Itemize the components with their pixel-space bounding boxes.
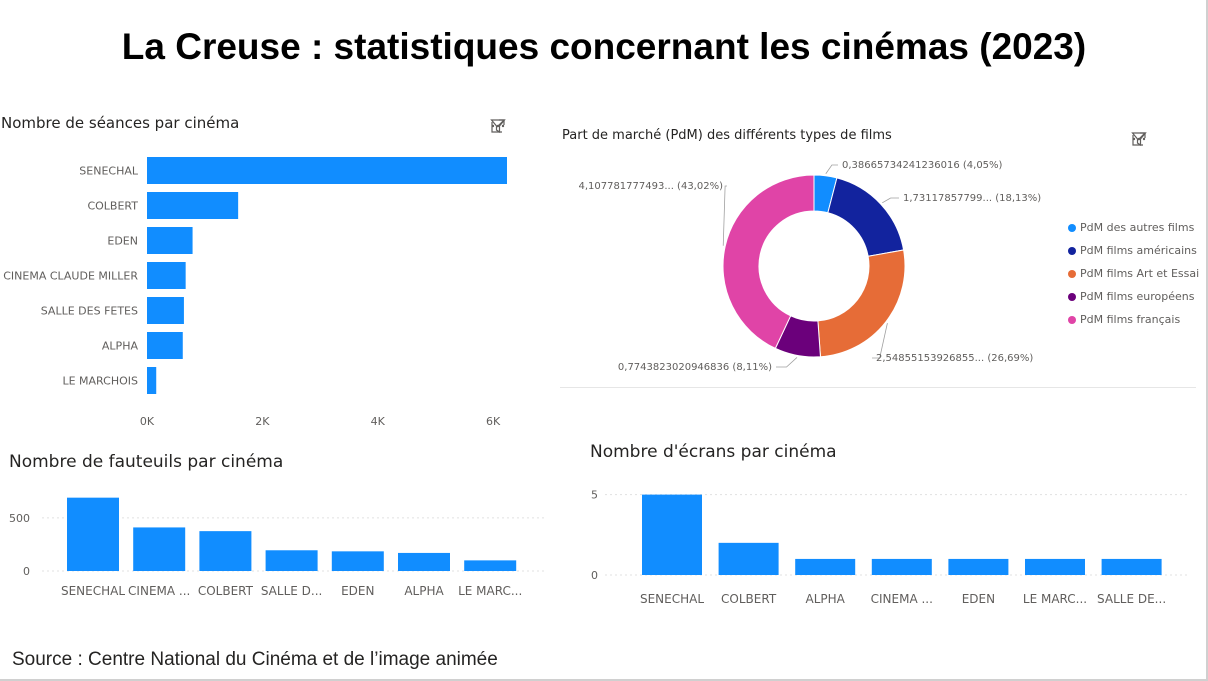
category-label: CINEMA CLAUDE MILLER xyxy=(3,270,138,283)
bar-4 xyxy=(331,551,384,571)
category-label: SALLE D... xyxy=(261,584,323,598)
bar-salle-des-fetes xyxy=(147,297,184,324)
slice-art_essai xyxy=(817,249,906,358)
legend-label: PdM films Art et Essai xyxy=(1080,267,1200,280)
seances-panel: Nombre de séances par cinéma SENECHAL COL… xyxy=(0,110,560,440)
y-tick-label: 500 xyxy=(9,512,30,525)
category-label: SALLE DES FETES xyxy=(41,305,138,318)
bar-0 xyxy=(642,494,702,575)
legend-item-art_essai[interactable]: PdM films Art et Essai xyxy=(1068,262,1199,285)
bar-3 xyxy=(265,550,318,571)
slice-leader-line xyxy=(776,357,798,368)
bar-le-marchois xyxy=(147,367,157,394)
x-tick-label: 0K xyxy=(140,415,155,428)
seances-chart-title: Nombre de séances par cinéma xyxy=(1,114,240,132)
legend-item-europeens[interactable]: PdM films européens xyxy=(1068,285,1199,308)
category-label: ALPHA xyxy=(102,340,139,353)
category-label: CINEMA ... xyxy=(128,584,190,598)
slice-data-label: 2,54855153926855... (26,69%) xyxy=(876,353,1033,364)
category-label: COLBERT xyxy=(721,592,777,606)
bar-alpha xyxy=(147,332,183,359)
bar-2 xyxy=(199,531,252,571)
slice-data-label: 4,107781777493... (43,02%) xyxy=(578,181,723,192)
slice-data-label: 1,73117857799... (18,13%) xyxy=(903,193,1041,204)
bar-colbert xyxy=(147,192,239,219)
fauteuils-panel: Nombre de fauteuils par cinéma 0 500 SENEC… xyxy=(0,440,560,620)
legend-item-americains[interactable]: PdM films américains xyxy=(1068,239,1199,262)
bar-6 xyxy=(464,560,517,571)
more-options-icon[interactable] xyxy=(1131,131,1147,147)
bar-5 xyxy=(398,552,450,571)
x-tick-label: 6K xyxy=(486,415,501,428)
y-tick-label: 5 xyxy=(591,489,598,502)
category-label: EDEN xyxy=(962,592,995,606)
slice-francais xyxy=(722,174,815,350)
slice-data-label: 0,386657342412360​16 (4,05%) xyxy=(842,160,1003,171)
category-label: LE MARCHOIS xyxy=(62,375,138,388)
slice-data-label: 0,7743823020946836 (8,11%) xyxy=(618,362,772,373)
bar-0 xyxy=(67,497,119,571)
legend-item-francais[interactable]: PdM films français xyxy=(1068,308,1199,331)
x-tick-label: 4K xyxy=(371,415,386,428)
bar-3 xyxy=(871,558,932,575)
ecrans-chart-title: Nombre d'écrans par cinéma xyxy=(590,442,837,462)
legend-label: PdM films américains xyxy=(1080,244,1197,257)
category-label: COLBERT xyxy=(198,584,254,598)
bar-4 xyxy=(948,558,1009,575)
category-label: COLBERT xyxy=(87,200,138,213)
bar-1 xyxy=(133,527,186,571)
fauteuils-chart-title: Nombre de fauteuils par cinéma xyxy=(9,452,284,472)
legend-swatch xyxy=(1068,246,1076,255)
ecrans-panel: Nombre d'écrans par cinéma 0 5 SENECHAL COL… xyxy=(560,430,1200,620)
pdm-panel: Part de marché (PdM) des différents type… xyxy=(562,128,1199,373)
legend-item-autres[interactable]: PdM des autres films xyxy=(1068,216,1199,239)
category-label: ALPHA xyxy=(404,584,444,598)
category-label: EDEN xyxy=(107,235,138,248)
source-note: Source : Centre National du Cinéma et de… xyxy=(12,649,498,670)
bar-1 xyxy=(718,542,779,575)
legend-swatch xyxy=(1068,315,1076,324)
category-label: LE MARC... xyxy=(458,584,522,598)
legend-swatch xyxy=(1068,292,1076,301)
page-title: La Creuse : statistiques concernant les … xyxy=(121,26,1087,67)
legend-swatch xyxy=(1068,269,1076,278)
bar-eden xyxy=(147,227,193,254)
bar-cinema-claude-miller xyxy=(147,262,186,289)
legend-label: PdM films européens xyxy=(1080,290,1195,303)
category-label: CINEMA ... xyxy=(871,592,933,606)
slice-leader-line xyxy=(825,164,838,174)
fauteuils-bar-chart: 0 500 SENECHAL CINEMA ... COLBERT SALLE D... E… xyxy=(9,497,545,598)
category-label: SENECHAL xyxy=(61,584,125,598)
slice-leader-line xyxy=(872,323,888,359)
category-label: SENECHAL xyxy=(640,592,704,606)
legend-swatch xyxy=(1068,223,1076,232)
y-tick-label: 0 xyxy=(591,569,598,582)
frame-edge-bottom xyxy=(0,679,1208,681)
category-label: ALPHA xyxy=(806,592,846,606)
bar-senechal xyxy=(147,157,507,184)
bar-6 xyxy=(1101,558,1162,575)
slice-americains xyxy=(827,177,905,257)
pdm-legend: PdM des autres films PdM films américains… xyxy=(1068,216,1199,331)
bar-2 xyxy=(795,558,856,575)
x-tick-label: 2K xyxy=(255,415,270,428)
category-label: SALLE DE... xyxy=(1097,592,1166,606)
legend-label: PdM des autres films xyxy=(1080,221,1195,234)
bar-5 xyxy=(1025,558,1085,575)
y-tick-label: 0 xyxy=(23,565,30,578)
slice-leader-line xyxy=(722,185,727,246)
category-label: EDEN xyxy=(341,584,374,598)
category-label: SENECHAL xyxy=(79,165,139,178)
seances-bar-chart: SENECHAL COLBERT EDEN CINEMA CLAUDE MILLER S… xyxy=(3,157,507,428)
frame-edge-right xyxy=(1206,0,1208,681)
legend-label: PdM films français xyxy=(1080,313,1181,326)
ecrans-bar-chart: 0 5 SENECHAL COLBERT ALPHA CINEMA ... EDEN LE M… xyxy=(591,489,1190,606)
slice-leader-line xyxy=(882,197,899,204)
category-label: LE MARC... xyxy=(1023,592,1087,606)
more-options-icon[interactable] xyxy=(490,118,506,134)
pdm-donut-chart: 0,386657342412360​16 (4,05%) 1,7311785779… xyxy=(578,160,1041,373)
pdm-chart-title: Part de marché (PdM) des différents type… xyxy=(562,128,892,143)
panel-divider xyxy=(560,387,1196,388)
